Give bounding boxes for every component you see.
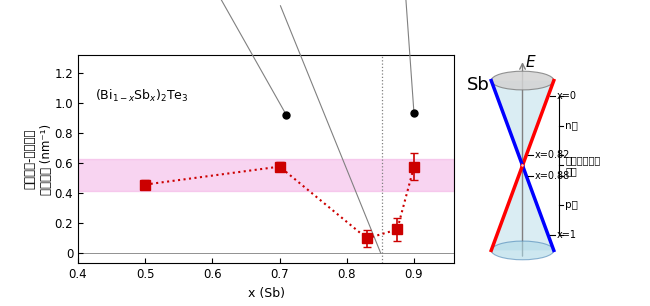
Text: (Bi$_{1-x}$Sb$_{x}$)$_{2}$Te$_{3}$: (Bi$_{1-x}$Sb$_{x}$)$_{2}$Te$_{3}$ [95, 88, 188, 103]
Text: x=1: x=1 [557, 230, 577, 240]
Text: x=0: x=0 [557, 91, 577, 101]
Text: x=0.82: x=0.82 [535, 150, 571, 160]
Ellipse shape [491, 71, 554, 90]
Text: ディラック点
近傍: ディラック点 近傍 [566, 155, 601, 176]
X-axis label: x (Sb): x (Sb) [248, 287, 285, 300]
Text: $E$: $E$ [525, 54, 537, 70]
Polygon shape [491, 166, 554, 250]
Polygon shape [491, 80, 554, 166]
Text: Sb: Sb [467, 76, 490, 94]
Ellipse shape [521, 164, 524, 167]
Y-axis label: 界面電流-スピン流
変換係数 (nm⁻¹): 界面電流-スピン流 変換係数 (nm⁻¹) [23, 124, 53, 195]
Text: p型: p型 [566, 200, 578, 211]
Ellipse shape [491, 241, 554, 260]
Text: n型: n型 [566, 121, 578, 131]
Bar [78, 159, 454, 191]
Text: x=0.88: x=0.88 [535, 171, 570, 181]
